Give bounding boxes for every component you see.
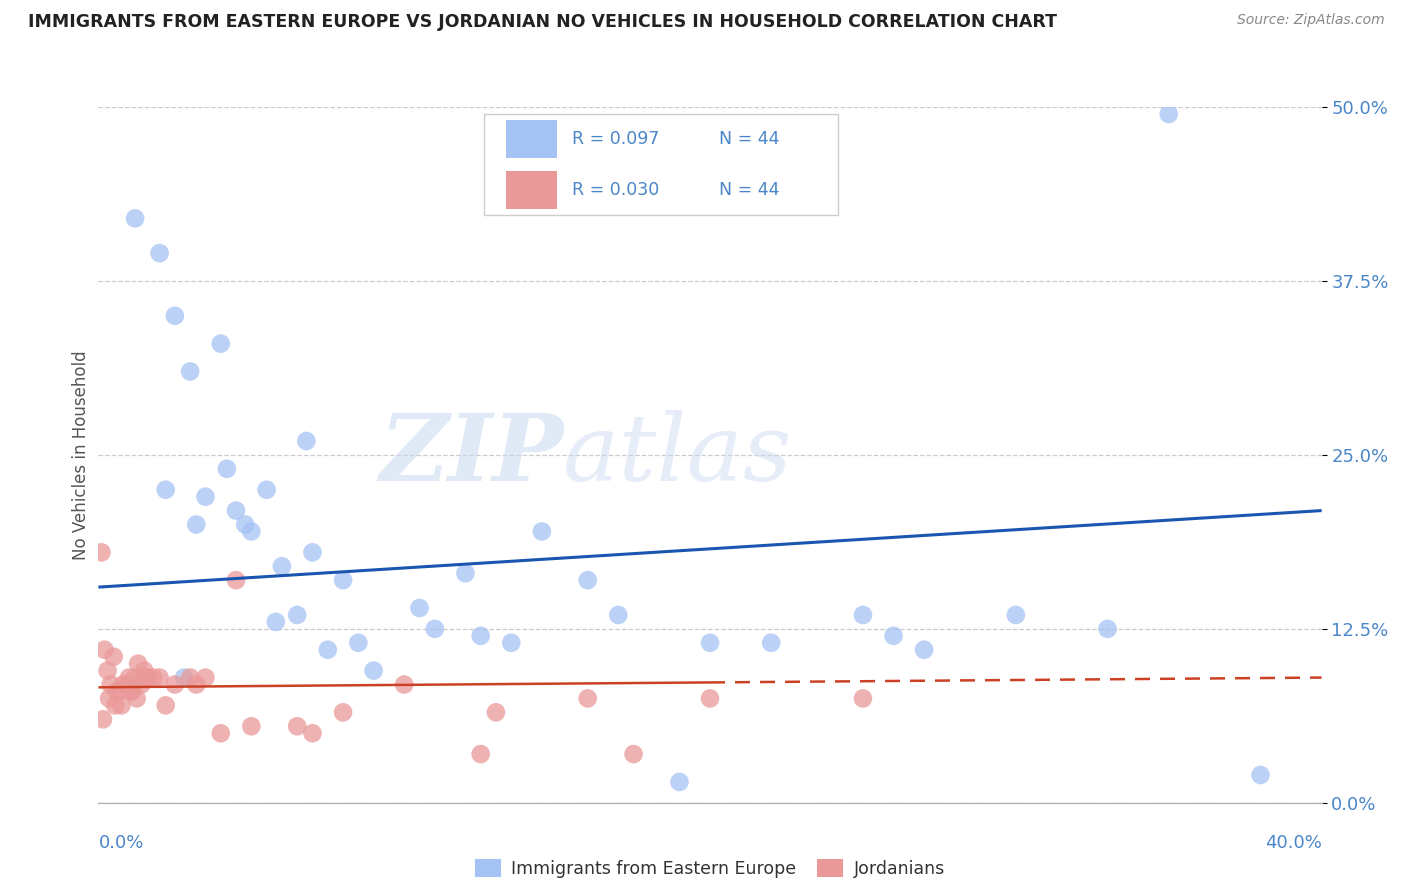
Bar: [484, 114, 838, 215]
Point: [883, 629, 905, 643]
Point: [240, 719, 263, 733]
Point: [485, 706, 508, 720]
Point: [91, 712, 114, 726]
Point: [98, 691, 121, 706]
Point: [623, 747, 645, 761]
Point: [295, 434, 318, 448]
Point: [103, 649, 125, 664]
Point: [332, 573, 354, 587]
Point: [149, 246, 172, 260]
Point: [149, 671, 172, 685]
Point: [576, 573, 599, 587]
Point: [301, 545, 323, 559]
Point: [163, 309, 186, 323]
Point: [225, 573, 247, 587]
Point: [179, 364, 201, 378]
Point: [423, 622, 446, 636]
Point: [233, 517, 256, 532]
Point: [852, 607, 875, 622]
Point: [179, 671, 201, 685]
Point: [194, 490, 217, 504]
Point: [576, 691, 599, 706]
Legend: Immigrants from Eastern Europe, Jordanians: Immigrants from Eastern Europe, Jordania…: [468, 852, 952, 885]
Point: [142, 671, 165, 685]
Point: [118, 671, 141, 685]
Point: [699, 691, 721, 706]
Point: [912, 642, 935, 657]
Point: [90, 545, 112, 559]
Point: [186, 677, 208, 691]
Point: [97, 664, 120, 678]
Point: [501, 636, 523, 650]
Text: N = 44: N = 44: [718, 181, 779, 199]
Point: [155, 483, 177, 497]
Point: [761, 636, 783, 650]
Text: Source: ZipAtlas.com: Source: ZipAtlas.com: [1237, 13, 1385, 28]
Point: [124, 671, 146, 685]
Point: [668, 775, 690, 789]
Point: [129, 677, 152, 691]
Point: [225, 503, 247, 517]
Point: [125, 691, 148, 706]
Point: [1004, 607, 1026, 622]
Point: [270, 559, 294, 574]
Point: [607, 607, 630, 622]
Point: [209, 336, 232, 351]
Text: N = 44: N = 44: [718, 130, 779, 148]
Point: [363, 664, 385, 678]
Point: [209, 726, 232, 740]
Point: [104, 698, 127, 713]
Point: [470, 747, 492, 761]
Point: [115, 677, 138, 691]
Point: [852, 691, 875, 706]
Point: [285, 607, 308, 622]
Point: [699, 636, 721, 650]
Text: ZIP: ZIP: [380, 410, 564, 500]
Point: [392, 677, 416, 691]
Point: [135, 671, 157, 685]
Point: [121, 684, 143, 698]
Point: [1250, 768, 1272, 782]
Point: [108, 684, 131, 698]
Point: [332, 706, 354, 720]
Point: [454, 566, 477, 581]
Point: [105, 684, 128, 698]
Point: [127, 657, 149, 671]
Point: [530, 524, 553, 539]
Point: [110, 698, 132, 713]
Point: [264, 615, 287, 629]
Point: [163, 677, 186, 691]
Point: [186, 517, 208, 532]
Point: [347, 636, 370, 650]
Point: [215, 462, 238, 476]
Point: [408, 601, 430, 615]
Point: [173, 671, 195, 685]
Point: [316, 642, 339, 657]
Bar: [506, 170, 557, 209]
Y-axis label: No Vehicles in Household: No Vehicles in Household: [72, 350, 90, 560]
Text: R = 0.030: R = 0.030: [572, 181, 659, 199]
Text: 40.0%: 40.0%: [1265, 834, 1322, 852]
Point: [1157, 107, 1180, 121]
Text: R = 0.097: R = 0.097: [572, 130, 659, 148]
Point: [136, 671, 159, 685]
Point: [120, 684, 142, 698]
Point: [301, 726, 323, 740]
Point: [124, 211, 146, 226]
Point: [240, 524, 263, 539]
Text: IMMIGRANTS FROM EASTERN EUROPE VS JORDANIAN NO VEHICLES IN HOUSEHOLD CORRELATION: IMMIGRANTS FROM EASTERN EUROPE VS JORDAN…: [28, 13, 1057, 31]
Bar: [506, 120, 557, 159]
Point: [111, 677, 134, 691]
Point: [1097, 622, 1119, 636]
Point: [93, 642, 115, 657]
Text: 0.0%: 0.0%: [98, 834, 143, 852]
Point: [155, 698, 177, 713]
Point: [194, 671, 217, 685]
Point: [100, 677, 122, 691]
Point: [134, 664, 156, 678]
Text: atlas: atlas: [564, 410, 793, 500]
Point: [285, 719, 308, 733]
Point: [470, 629, 492, 643]
Point: [256, 483, 278, 497]
